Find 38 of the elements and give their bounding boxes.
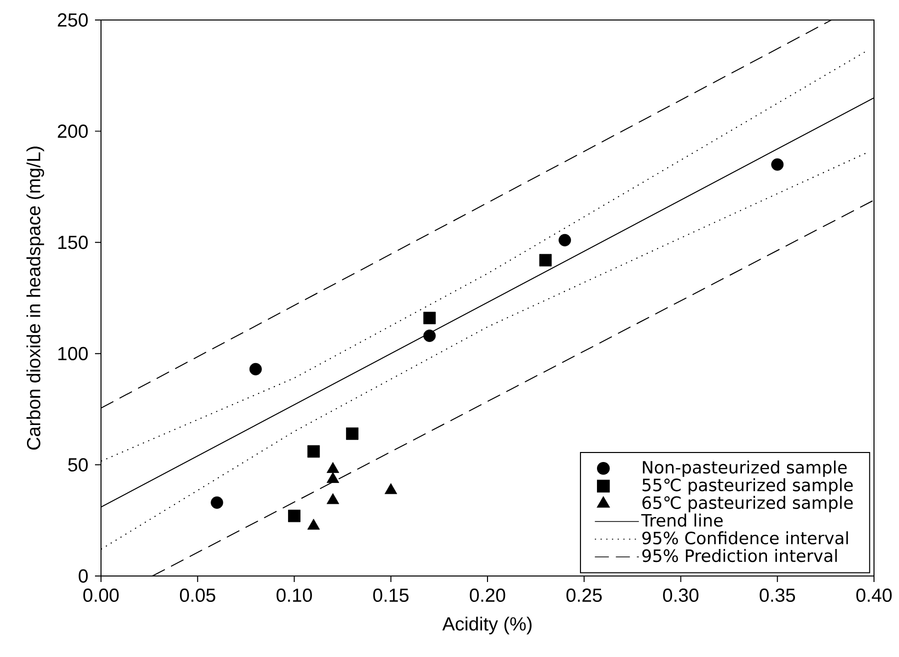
x-tick-label: 0.10	[276, 588, 312, 602]
point	[249, 362, 262, 376]
point	[307, 518, 320, 530]
legend-label: Non-pasteurized sample	[642, 460, 847, 477]
point	[771, 158, 784, 171]
x-tick-label: 0.00	[83, 588, 119, 602]
y-tick-label: 50	[68, 458, 88, 472]
point	[210, 496, 224, 509]
y-tick-label: 150	[58, 236, 88, 250]
y-tick-label: 250	[58, 13, 88, 27]
y-axis-title: Carbon dioxide in headspace (mg/L)	[26, 146, 44, 450]
point	[288, 510, 300, 522]
x-tick-label: 0.35	[760, 588, 796, 602]
x-tick-label: 0.05	[180, 588, 216, 602]
point	[539, 254, 552, 266]
y-tick-label: 100	[58, 346, 88, 360]
point	[326, 472, 340, 483]
y-tick-label: 200	[58, 124, 88, 138]
point	[423, 330, 436, 342]
x-tick-label: 0.15	[373, 588, 409, 602]
point	[326, 493, 340, 504]
y-tick-label: 0	[78, 569, 88, 583]
x-tick-label: 0.20	[470, 588, 506, 602]
x-tick-label: 0.25	[566, 588, 602, 602]
legend-label: 55℃ pasteurized sample	[642, 478, 853, 495]
x-tick-label: 0.40	[856, 588, 892, 602]
legend-label: 95% Confidence interval	[642, 531, 848, 544]
point	[423, 312, 436, 324]
point	[326, 462, 340, 473]
point	[384, 483, 398, 494]
legend-label: 95% Prediction interval	[642, 548, 837, 562]
point	[558, 234, 572, 246]
legend-label: 65℃ pasteurized sample	[642, 496, 853, 512]
x-axis-title: Acidity (%)	[442, 616, 532, 634]
legend-label: Trend line	[641, 514, 723, 527]
point	[346, 427, 358, 440]
point	[307, 445, 320, 458]
x-tick-label: 0.30	[663, 588, 698, 602]
